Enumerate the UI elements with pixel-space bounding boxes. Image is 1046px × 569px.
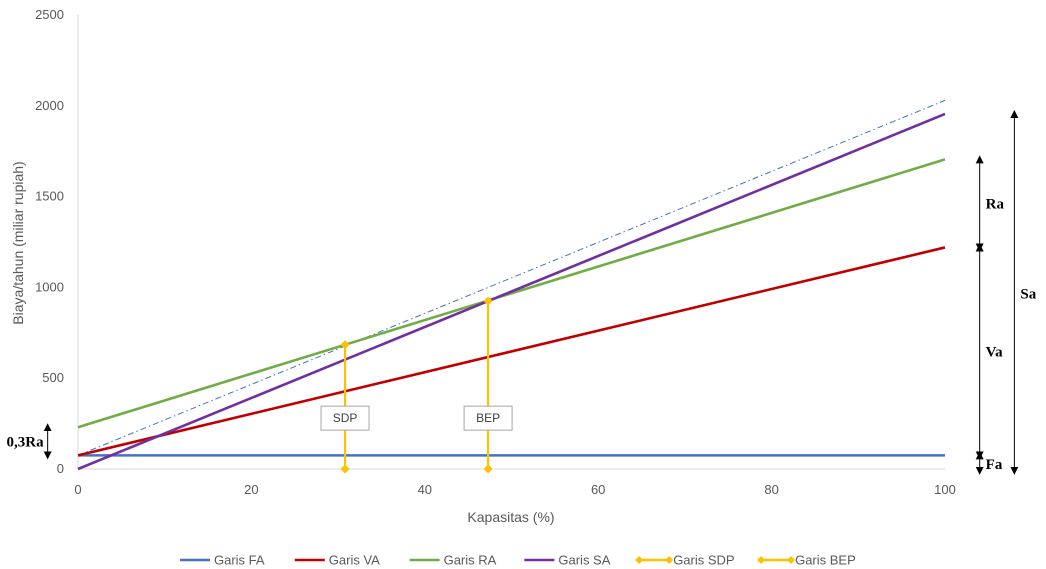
- legend-marker-garis-bep: [787, 556, 796, 564]
- bracket-label-fa: Fa: [986, 457, 1003, 473]
- x-tick-60: 60: [591, 482, 605, 497]
- marker-garis-sdp: [340, 464, 350, 474]
- x-axis-title: Kapasitas (%): [467, 509, 554, 525]
- annotation-label-bep: BEP: [476, 411, 500, 425]
- y-tick-500: 500: [42, 370, 64, 385]
- legend-label-garis-ra: Garis RA: [444, 553, 497, 568]
- legend-marker-garis-bep: [757, 556, 766, 564]
- bracket-label-0-3ra: 0,3Ra: [7, 434, 45, 450]
- y-tick-1000: 1000: [35, 279, 64, 294]
- annotation-box-sdp: [320, 405, 370, 431]
- series-line-garis-ra: [77, 158, 946, 429]
- legend-marker-garis-sdp: [635, 556, 644, 564]
- x-tick-0: 0: [74, 482, 81, 497]
- x-tick-40: 40: [418, 482, 432, 497]
- x-tick-80: 80: [764, 482, 778, 497]
- bracket-label-ra: Ra: [986, 196, 1005, 212]
- bracket-arrows: Ra Va Fa Sa 0,3Ra: [7, 109, 1037, 475]
- y-tick-2500: 2500: [35, 7, 64, 22]
- legend-marker-garis-sdp: [665, 556, 674, 564]
- legend-label-garis-bep: Garis BEP: [795, 553, 856, 568]
- y-tick-2000: 2000: [35, 98, 64, 113]
- marker-garis-sdp: [340, 340, 350, 350]
- y-axis-title: Biaya/tahun (miliar rupiah): [10, 161, 26, 324]
- marker-garis-bep: [483, 296, 493, 306]
- x-tick-20: 20: [244, 482, 258, 497]
- y-tick-labels: 0 500 1000 1500 2000 2500: [35, 7, 64, 476]
- legend-label-garis-fa: Garis FA: [214, 553, 265, 568]
- x-tick-labels: 0 20 40 60 80 100: [74, 482, 955, 497]
- reference-line-dashdot: [77, 99, 946, 456]
- annotation-boxes: SDP BEP: [320, 405, 513, 431]
- annotation-label-sdp: SDP: [333, 411, 358, 425]
- x-tick-100: 100: [934, 482, 956, 497]
- legend-label-garis-sa: Garis SA: [558, 553, 610, 568]
- annotation-box-bep: [463, 405, 513, 431]
- series-lines: [77, 99, 946, 474]
- bracket-label-sa: Sa: [1020, 286, 1036, 302]
- y-tick-0: 0: [57, 461, 64, 476]
- bracket-label-va: Va: [986, 344, 1003, 360]
- legend-label-garis-sdp: Garis SDP: [673, 553, 734, 568]
- marker-garis-bep: [483, 464, 493, 474]
- legend-label-garis-va: Garis VA: [329, 553, 380, 568]
- series-line-garis-va: [77, 246, 946, 457]
- series-line-garis-sa: [77, 112, 946, 471]
- y-tick-1500: 1500: [35, 189, 64, 204]
- legend: Garis FA Garis VA Garis RA Garis SA Garis SD…: [180, 553, 856, 568]
